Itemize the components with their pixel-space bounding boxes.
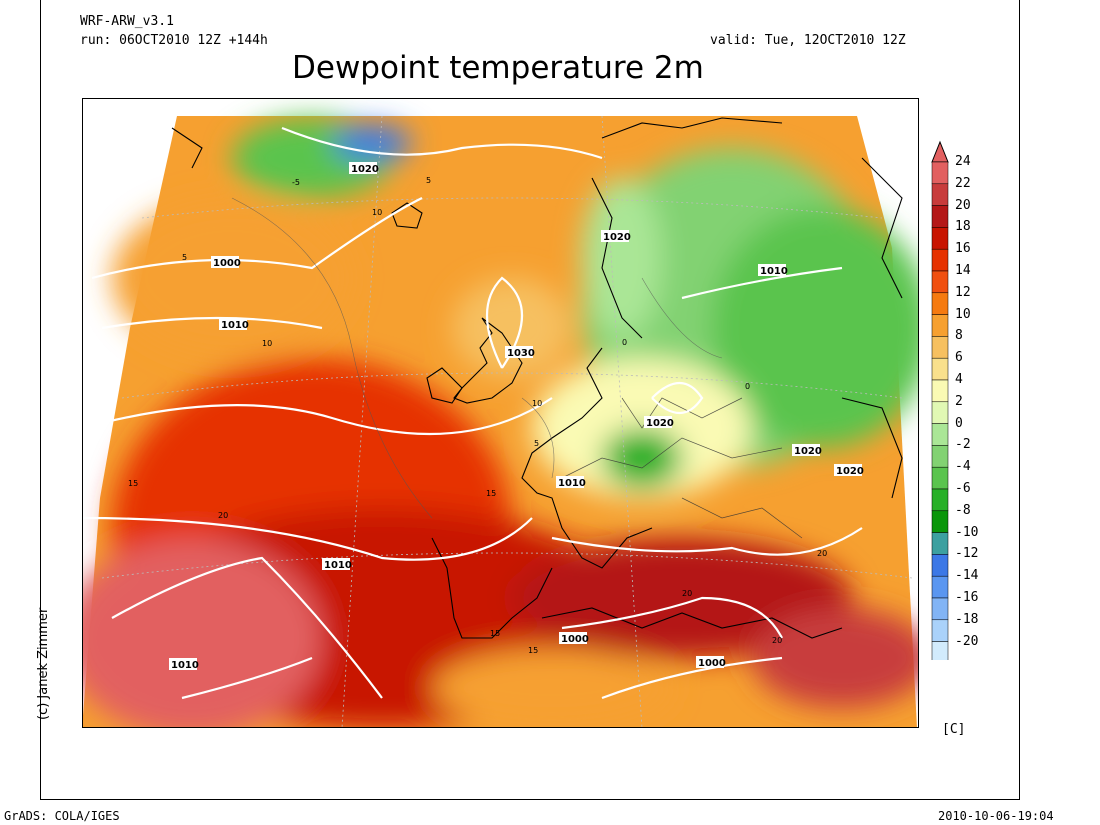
colorbar-swatch <box>931 554 949 577</box>
colorbar-swatch <box>931 488 949 512</box>
isobar-label: 1000 <box>561 634 589 645</box>
colorbar-label: 8 <box>955 328 963 344</box>
dewpoint-map: 1020 1000 1010 1030 1020 1010 1020 1010 … <box>82 98 919 728</box>
colorbar-swatch <box>931 575 949 599</box>
colorbar-label: -12 <box>955 546 979 562</box>
isobars <box>82 126 863 700</box>
isobar-label: 1000 <box>698 658 726 669</box>
colorbar-label: 10 <box>955 306 971 322</box>
greenland-cold <box>332 125 412 161</box>
north-sea <box>452 278 572 378</box>
software-label: GrADS: COLA/IGES <box>4 809 120 823</box>
colorbar-swatch <box>931 466 949 490</box>
colorbar-label: -16 <box>955 590 979 605</box>
colorbar-label: 2 <box>955 393 963 409</box>
colorbar-label: 16 <box>955 241 971 257</box>
svg-text:0: 0 <box>622 338 627 347</box>
isobar-label: 1020 <box>603 232 631 243</box>
svg-text:15: 15 <box>490 629 500 638</box>
colorbar-label: 20 <box>955 197 971 213</box>
med-orange <box>432 648 672 728</box>
units-label: [C] <box>942 722 966 737</box>
svg-text:5: 5 <box>426 176 431 185</box>
isobar-label: 1030 <box>507 348 535 359</box>
svg-text:20: 20 <box>772 636 782 645</box>
colorbar-label: -8 <box>955 502 971 518</box>
colorbar-swatch <box>931 183 949 206</box>
colorbar-label: 4 <box>955 372 963 387</box>
colorbar-swatch <box>931 510 949 533</box>
colorbar-swatch <box>931 445 949 468</box>
colorbar-label: -20 <box>955 633 979 649</box>
svg-text:5: 5 <box>182 253 187 262</box>
colorbar-swatch <box>931 357 949 381</box>
colorbar-label: 14 <box>955 263 971 278</box>
north-atlantic <box>112 198 352 358</box>
isobar-label: 1000 <box>213 258 241 269</box>
colorbar-swatch <box>931 641 949 660</box>
colorbar-swatch <box>931 619 949 642</box>
colorbar-swatch <box>931 597 949 621</box>
colorbar-swatch <box>931 379 949 403</box>
colorbar-label: -4 <box>955 459 971 475</box>
colorbar-label: -6 <box>955 481 971 496</box>
svg-text:10: 10 <box>262 339 272 348</box>
colorbar <box>931 140 949 660</box>
run-info: run: 06OCT2010 12Z +144h <box>80 33 268 48</box>
svg-text:10: 10 <box>532 399 542 408</box>
colorbar-swatch <box>931 336 949 359</box>
isobar-label: 1010 <box>221 320 249 331</box>
isobar-label: 1010 <box>324 560 352 571</box>
warm-sw <box>82 538 322 728</box>
credit-text: (c) Janek Zimmer <box>36 607 51 720</box>
colorbar-label: 24 <box>955 154 971 169</box>
colorbar-top-arrow <box>931 140 949 163</box>
colorbar-label: -14 <box>955 568 979 584</box>
plot-frame <box>40 0 1020 800</box>
isobar-label: 1010 <box>171 660 199 671</box>
colorbar-label: 18 <box>955 219 971 235</box>
colorbar-swatch <box>931 270 949 294</box>
colorbar-label: -2 <box>955 437 971 453</box>
colorbar-label: -18 <box>955 611 979 627</box>
map-title: Dewpoint temperature 2m <box>292 50 704 86</box>
isobar-label: 1020 <box>646 418 674 429</box>
isobar-label: 1020 <box>351 164 379 175</box>
colorbar-swatch <box>931 205 949 228</box>
colorbar-swatch <box>931 532 949 555</box>
alps <box>602 428 682 488</box>
colorbar-swatch <box>931 227 949 250</box>
isobar-label: 1010 <box>558 478 586 489</box>
svg-text:5: 5 <box>534 439 539 448</box>
svg-text:0: 0 <box>745 382 750 391</box>
colorbar-swatch <box>931 401 949 424</box>
isobar-label: 1020 <box>836 466 864 477</box>
svg-text:10: 10 <box>372 208 382 217</box>
isobar-label: 1010 <box>760 266 788 277</box>
svg-text:15: 15 <box>128 479 138 488</box>
svg-text:-5: -5 <box>292 178 300 187</box>
med-east <box>752 608 919 708</box>
svg-text:15: 15 <box>486 489 496 498</box>
colorbar-label: -10 <box>955 524 979 540</box>
colorbar-label: 0 <box>955 415 963 431</box>
colorbar-swatch <box>931 292 949 315</box>
mediterranean-warm <box>512 538 852 658</box>
valid-time: valid: Tue, 12OCT2010 12Z <box>710 33 906 48</box>
colorbar-swatch <box>931 248 949 272</box>
model-name: WRF-ARW_v3.1 <box>80 14 174 29</box>
svg-text:20: 20 <box>682 589 692 598</box>
svg-text:20: 20 <box>817 549 827 558</box>
svg-text:20: 20 <box>218 511 228 520</box>
colorbar-swatch <box>931 423 949 446</box>
norway <box>582 178 662 338</box>
timestamp: 2010-10-06-19:04 <box>938 809 1054 823</box>
colorbar-swatch <box>931 161 949 185</box>
colorbar-swatch <box>931 314 949 337</box>
colorbar-label: 12 <box>955 284 971 300</box>
colorbar-label: 22 <box>955 175 971 191</box>
isobar-label: 1020 <box>794 446 822 457</box>
colorbar-label: 6 <box>955 350 963 366</box>
svg-text:15: 15 <box>528 646 538 655</box>
